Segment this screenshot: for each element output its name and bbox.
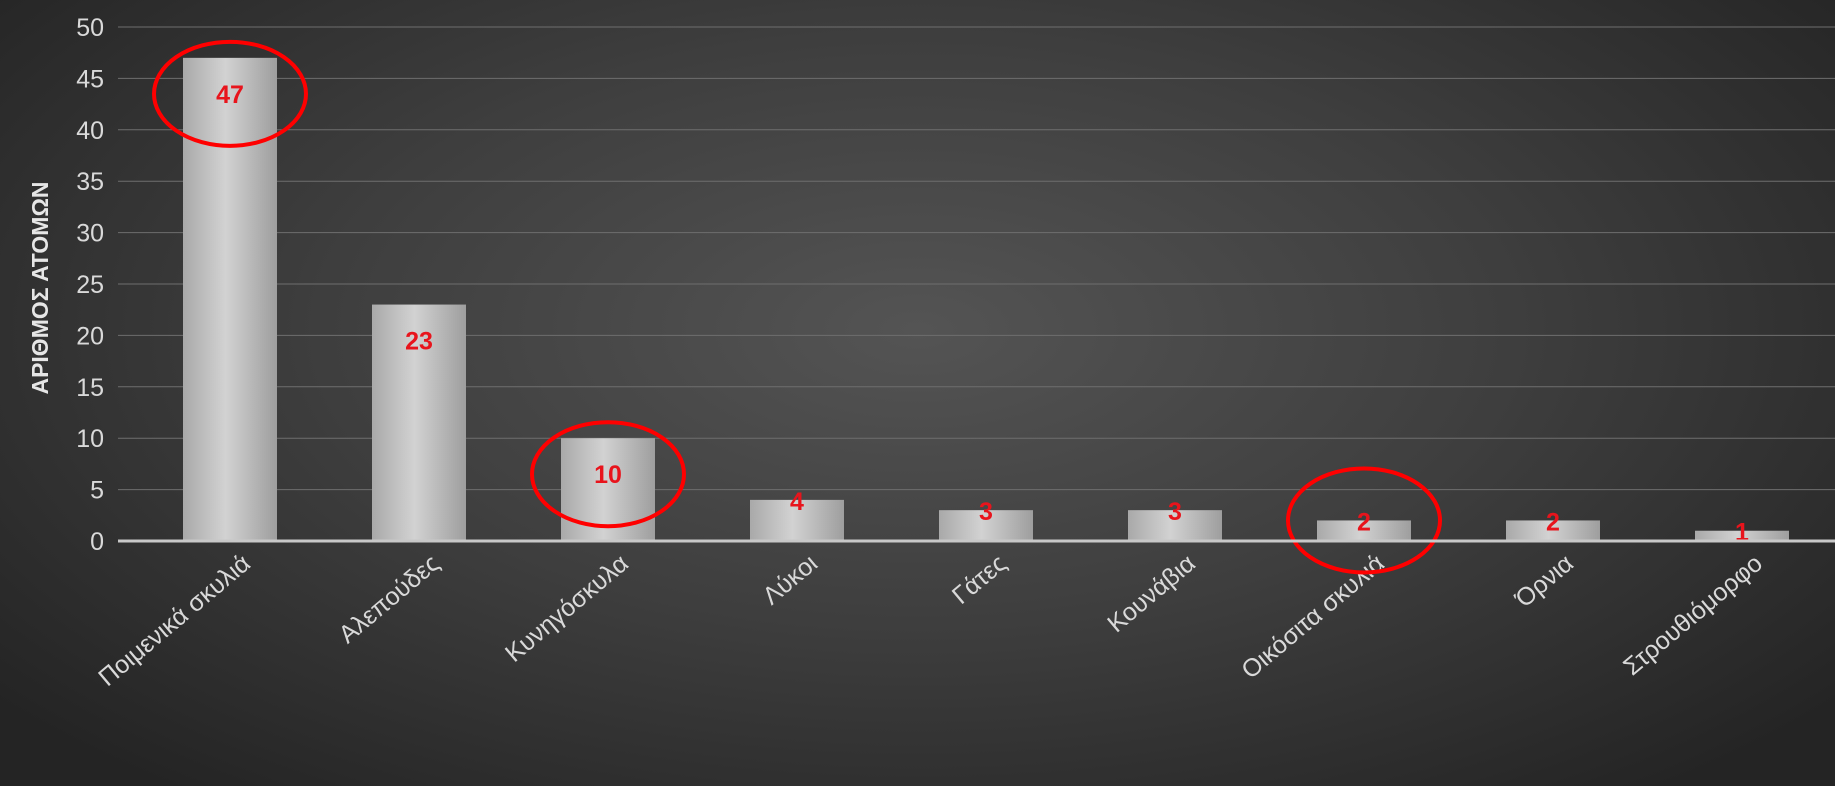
data-label: 23 xyxy=(405,328,433,356)
x-tick-label: Λύκοι xyxy=(757,549,823,610)
data-label: 3 xyxy=(1168,498,1182,526)
y-tick-label: 40 xyxy=(76,117,104,145)
data-label: 3 xyxy=(979,498,993,526)
highlight-circles xyxy=(152,39,1442,575)
data-label: 47 xyxy=(216,81,244,109)
bar xyxy=(750,499,844,541)
x-tick-label: Ποιμενικά σκυλιά xyxy=(93,549,256,692)
data-label: 10 xyxy=(594,461,622,489)
y-tick-label: 35 xyxy=(76,168,104,196)
bar xyxy=(1506,520,1600,541)
x-axis-ticks: Ποιμενικά σκυλιά Αλεπούδες Κυνηγόσκυλα Λύκο… xyxy=(93,549,1768,692)
x-tick-label: Κυνηγόσκυλα xyxy=(500,549,634,668)
data-label: 4 xyxy=(790,488,804,516)
data-label: 1 xyxy=(1735,519,1749,547)
y-tick-label: 20 xyxy=(76,322,104,350)
y-tick-label: 30 xyxy=(76,220,104,248)
bar xyxy=(183,57,277,542)
x-tick-label: Αλεπούδες xyxy=(333,549,444,649)
y-tick-label: 0 xyxy=(90,528,104,556)
highlight-circle xyxy=(1286,466,1442,575)
bar xyxy=(1695,530,1789,541)
highlight-circle xyxy=(530,420,686,529)
y-axis-ticks: 0 5 10 15 20 25 30 35 40 45 50 xyxy=(76,14,104,556)
bar xyxy=(561,438,655,541)
y-tick-label: 10 xyxy=(76,425,104,453)
y-tick-label: 50 xyxy=(76,14,104,42)
bar xyxy=(372,304,466,541)
data-labels: 47 23 10 4 3 3 2 2 1 xyxy=(216,81,1749,547)
y-axis-title: ΑΡΙΘΜΟΣ ΑΤΟΜΩΝ xyxy=(27,181,53,394)
bars xyxy=(183,57,1789,542)
x-tick-label: Οικόσιτα σκυλιά xyxy=(1236,549,1390,684)
y-tick-label: 15 xyxy=(76,374,104,402)
x-tick-label: Κουνάβια xyxy=(1102,549,1201,638)
x-tick-label: Στρουθιόμορφο xyxy=(1618,549,1768,681)
bar xyxy=(1317,520,1411,541)
highlight-circle xyxy=(152,39,308,148)
data-label: 2 xyxy=(1546,508,1560,536)
y-tick-label: 45 xyxy=(76,65,104,93)
data-label: 2 xyxy=(1357,508,1371,536)
y-tick-label: 5 xyxy=(90,477,104,505)
bar xyxy=(1128,510,1222,541)
x-tick-label: Γάτες xyxy=(947,549,1012,610)
bar xyxy=(939,510,1033,541)
y-tick-label: 25 xyxy=(76,271,104,299)
x-tick-label: Όρνια xyxy=(1509,549,1578,614)
